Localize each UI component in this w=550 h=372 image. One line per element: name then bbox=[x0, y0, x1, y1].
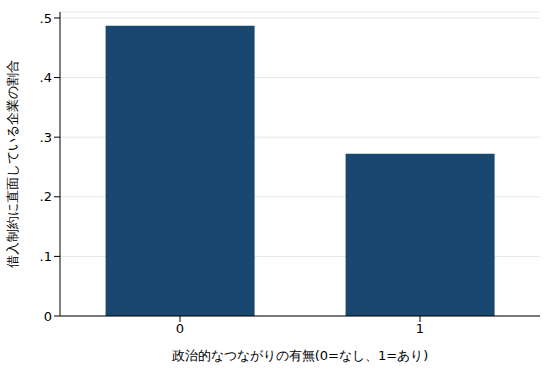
svg-text:0: 0 bbox=[176, 321, 184, 336]
svg-text:0: 0 bbox=[44, 309, 52, 324]
svg-text:.4: .4 bbox=[40, 70, 52, 85]
svg-text:.2: .2 bbox=[40, 189, 52, 204]
svg-text:.3: .3 bbox=[40, 130, 52, 145]
svg-text:借入制約に直面している企業の割合: 借入制約に直面している企業の割合 bbox=[8, 60, 20, 268]
svg-text:.1: .1 bbox=[40, 249, 52, 264]
svg-text:1: 1 bbox=[416, 321, 424, 336]
svg-text:.5: .5 bbox=[40, 11, 52, 26]
svg-text:政治的なつながりの有無(0=なし、1=あり): 政治的なつながりの有無(0=なし、1=あり) bbox=[172, 348, 428, 363]
